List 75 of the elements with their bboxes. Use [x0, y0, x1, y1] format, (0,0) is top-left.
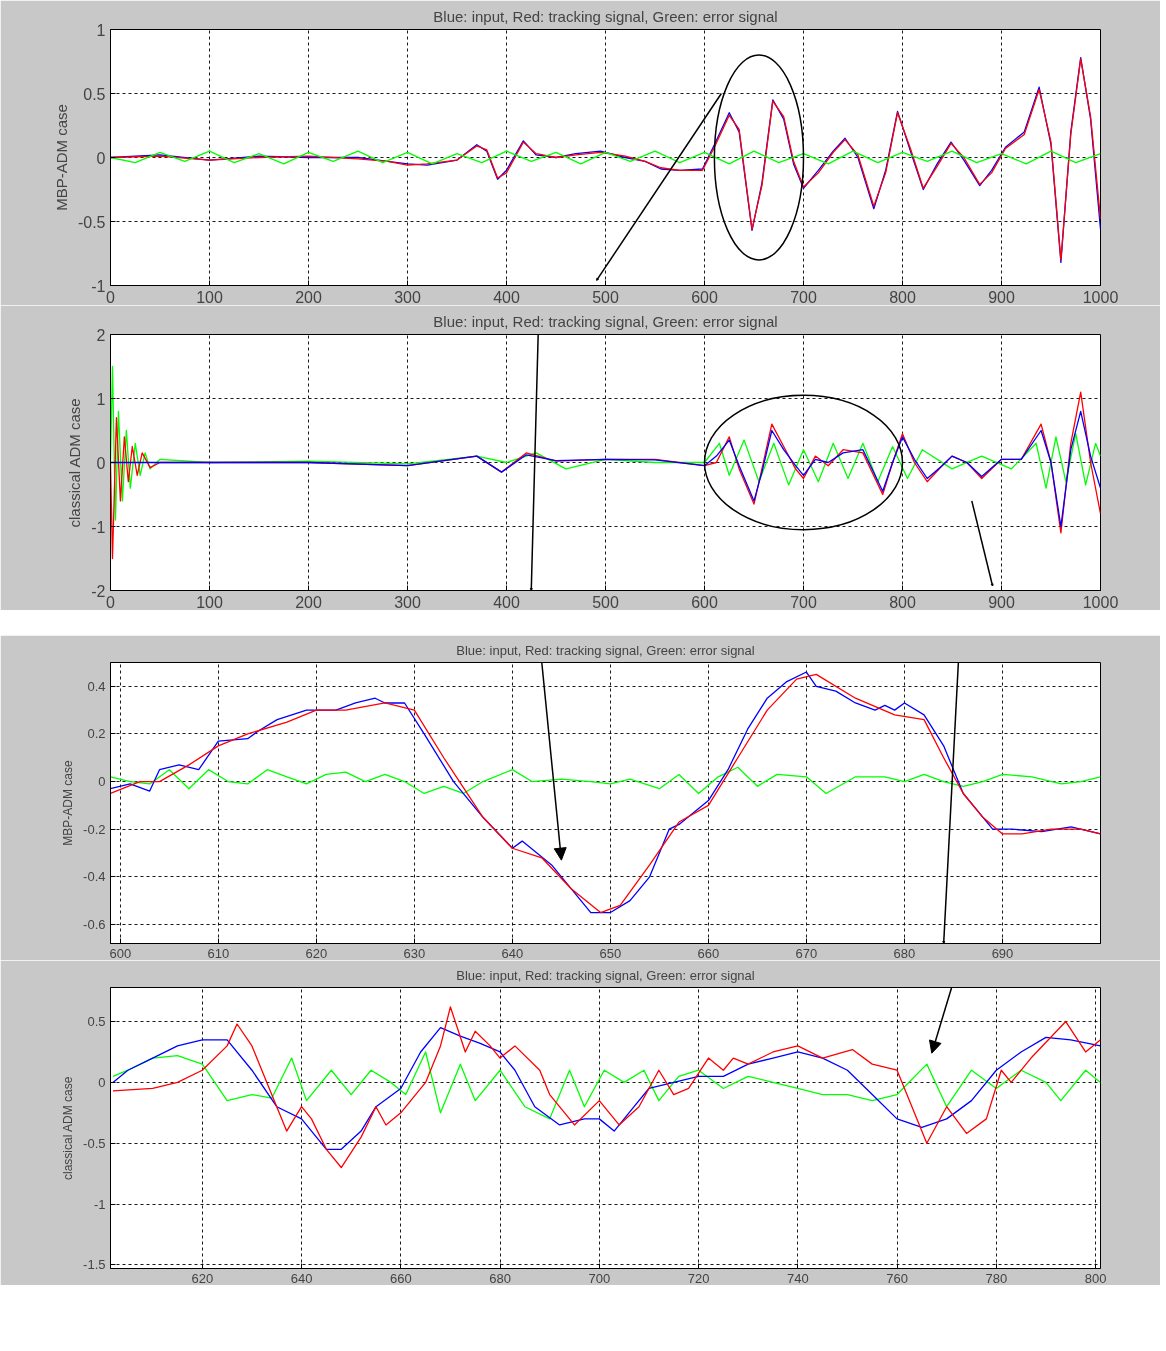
y-tick-label: 1	[96, 21, 106, 39]
x-tick-label: 660	[389, 1270, 412, 1286]
y-tick-label: 0.5	[83, 85, 106, 103]
x-tick-label: 200	[295, 288, 322, 306]
y-tick-label: -0.5	[77, 213, 106, 231]
chart-title: Blue: input, Red: tracking signal, Green: error signal	[433, 312, 778, 330]
y-axis-title: MBP-ADM case	[52, 104, 70, 211]
x-tick-label: 640	[501, 945, 524, 961]
x-tick-label: 690	[991, 945, 1014, 961]
x-tick-label: 400	[493, 593, 520, 611]
y-tick-label: -0.4	[83, 869, 106, 885]
x-tick-label: 670	[795, 945, 818, 961]
y-tick-label: 0.2	[87, 726, 106, 742]
chart-title: Blue: input, Red: tracking signal, Green: error signal	[456, 967, 755, 983]
chart-title: Blue: input, Red: tracking signal, Green: error signal	[433, 7, 778, 25]
x-tick-label: 1000	[1082, 593, 1119, 611]
x-tick-label: 300	[394, 288, 421, 306]
y-tick-label: 0	[98, 1074, 106, 1090]
x-tick-label: 300	[394, 593, 421, 611]
x-tick-label: 720	[687, 1270, 710, 1286]
y-tick-label: -1	[91, 518, 106, 536]
x-tick-label: 760	[886, 1270, 908, 1286]
x-tick-label: 780	[985, 1270, 1008, 1286]
y-tick-label: -1	[93, 1196, 106, 1212]
line-series	[110, 150, 1101, 165]
x-tick-label: 700	[790, 288, 817, 306]
x-tick-label: 680	[893, 945, 916, 961]
line-series	[112, 1006, 1101, 1169]
x-tick-label: 610	[207, 945, 230, 961]
y-tick-label: -0.2	[83, 821, 106, 837]
x-tick-label: 640	[290, 1270, 313, 1286]
y-tick-label: -1.5	[83, 1257, 106, 1273]
x-tick-label: 600	[691, 593, 718, 611]
y-tick-label: -1	[91, 277, 106, 295]
line-series	[110, 766, 1101, 795]
x-tick-label: 100	[196, 593, 223, 611]
x-tick-label: 700	[790, 593, 817, 611]
y-axis-title: classical ADM case	[66, 398, 84, 528]
chart-title: Blue: input, Red: tracking signal, Green: error signal	[456, 642, 755, 658]
x-tick-label: 660	[697, 945, 720, 961]
y-tick-label: -0.5	[83, 1135, 106, 1151]
line-series	[110, 365, 1101, 521]
x-tick-label: 500	[592, 288, 619, 306]
line-series	[112, 1051, 1101, 1120]
x-tick-label: 900	[988, 593, 1015, 611]
x-tick-label: 600	[109, 945, 132, 961]
x-tick-label: 800	[1084, 1270, 1107, 1286]
y-tick-label: 0	[96, 149, 106, 167]
y-tick-label: 0.5	[87, 1014, 106, 1030]
y-tick-label: -2	[91, 582, 106, 600]
x-tick-label: 630	[403, 945, 426, 961]
y-tick-label: 2	[96, 326, 106, 344]
y-axis-title: MBP-ADM case	[61, 760, 76, 846]
x-tick-label: 500	[592, 593, 619, 611]
x-tick-label: 600	[691, 288, 718, 306]
x-tick-label: 100	[196, 288, 223, 306]
x-tick-label: 620	[191, 1270, 214, 1286]
x-tick-label: 800	[889, 593, 916, 611]
y-tick-label: 0.4	[87, 678, 106, 694]
x-tick-label: 200	[295, 593, 322, 611]
x-tick-label: 900	[988, 288, 1015, 306]
x-tick-label: 1000	[1082, 288, 1119, 306]
x-tick-label: 700	[588, 1270, 611, 1286]
y-tick-label: 1	[96, 390, 106, 408]
y-axis-title: classical ADM case	[61, 1076, 76, 1181]
y-tick-label: 0	[98, 774, 106, 790]
y-tick-label: 0	[96, 454, 106, 472]
x-tick-label: 800	[889, 288, 916, 306]
x-tick-label: 620	[305, 945, 328, 961]
x-tick-label: 650	[599, 945, 622, 961]
x-tick-label: 400	[493, 288, 520, 306]
y-tick-label: -0.6	[83, 916, 106, 932]
line-series	[112, 1026, 1101, 1150]
x-tick-label: 680	[489, 1270, 511, 1286]
x-tick-label: 740	[786, 1270, 809, 1286]
